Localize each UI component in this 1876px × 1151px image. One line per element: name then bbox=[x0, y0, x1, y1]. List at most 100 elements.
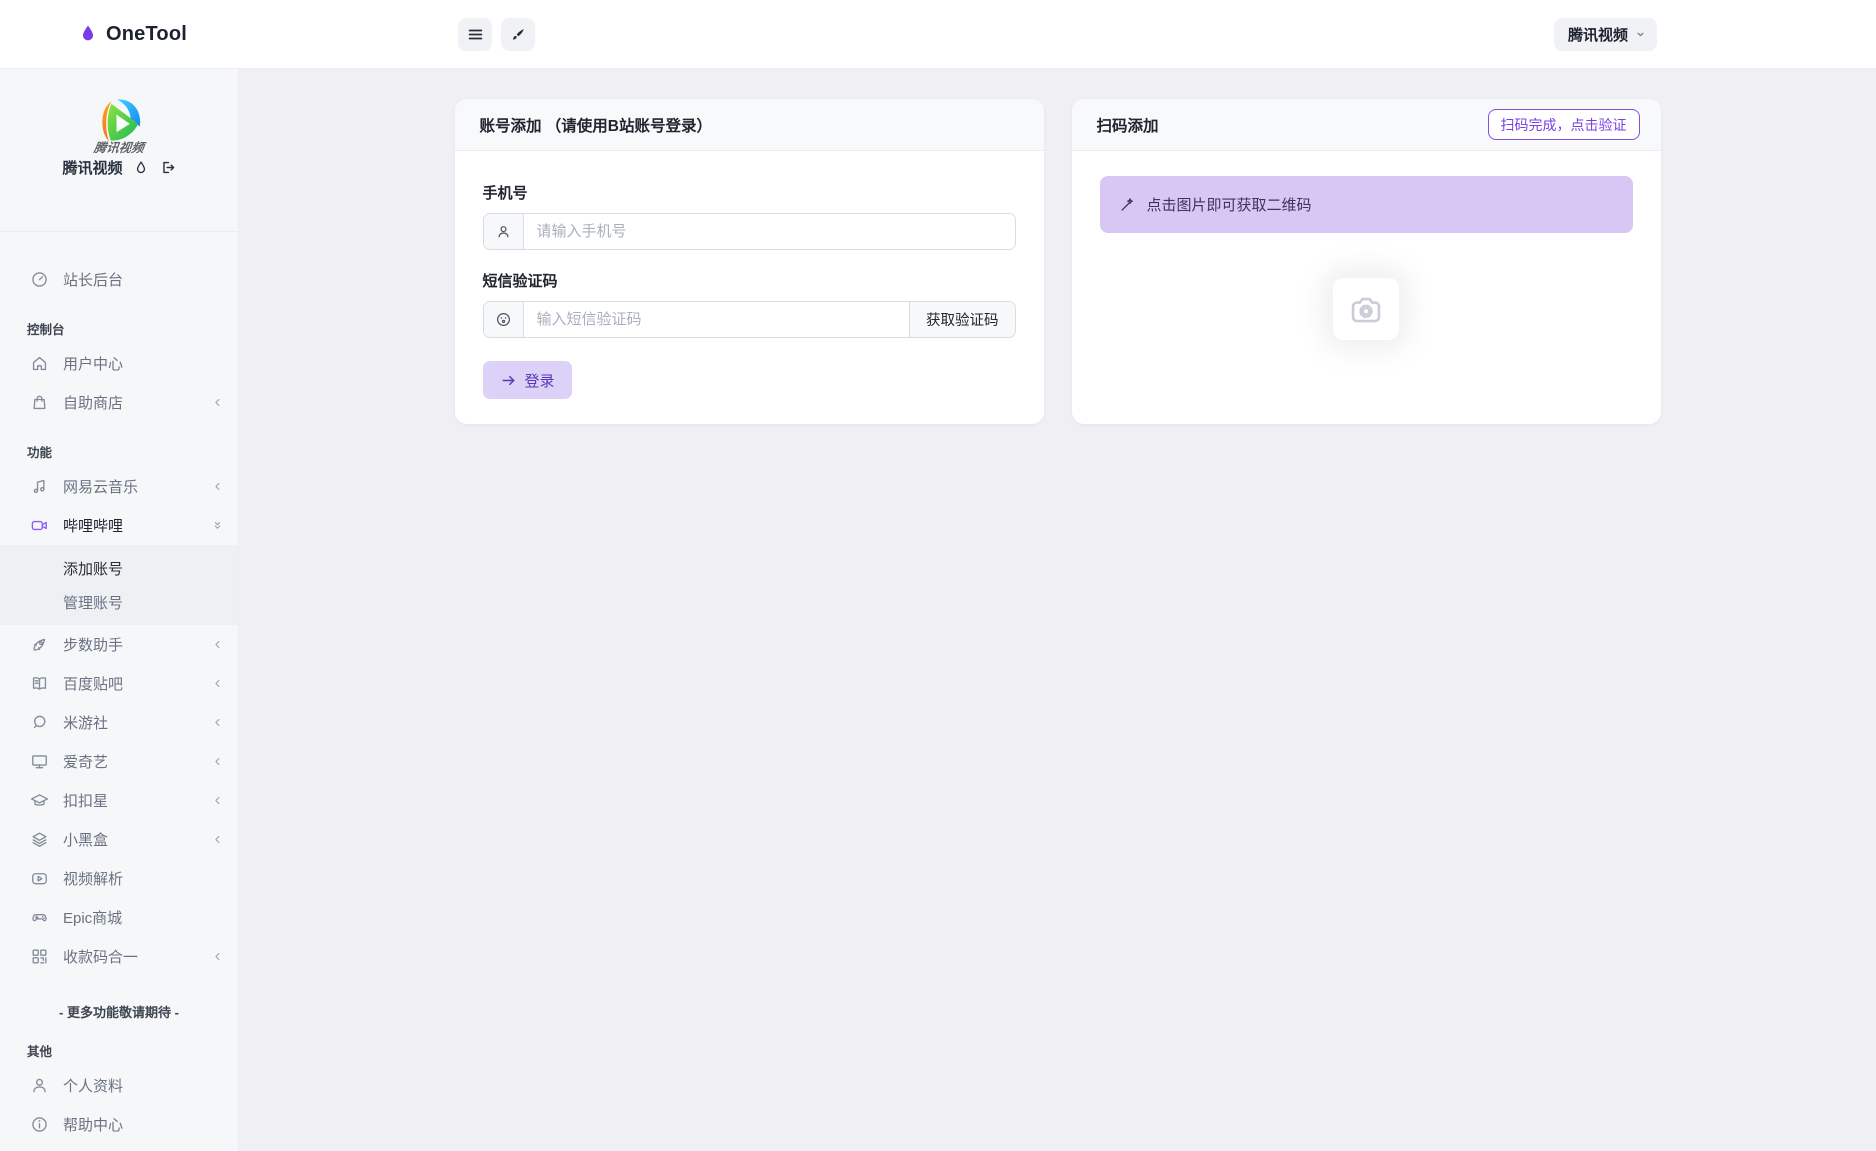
phone-input-group bbox=[482, 213, 1016, 250]
music-icon bbox=[30, 477, 49, 496]
account-add-title: 账号添加 （请使用B站账号登录） bbox=[479, 117, 713, 135]
qr-add-card: 扫码添加 扫码完成，点击验证 点击图片即可获取二维码 bbox=[1071, 99, 1661, 424]
sms-code-input-group: 获取验证码 bbox=[482, 301, 1016, 338]
qr-add-title: 扫码添加 bbox=[1096, 117, 1159, 135]
magic-wand-icon bbox=[1118, 196, 1136, 214]
qr-add-card-header: 扫码添加 扫码完成，点击验证 bbox=[1071, 99, 1661, 151]
camera-icon bbox=[1345, 288, 1387, 330]
bilibili-submenu: 添加账号 管理账号 bbox=[0, 545, 238, 625]
chevron-down-icon bbox=[1633, 27, 1648, 42]
phone-input-addon bbox=[483, 214, 524, 249]
arrow-right-icon bbox=[500, 372, 517, 389]
controller-icon bbox=[30, 908, 49, 927]
hamburger-menu-icon bbox=[466, 25, 485, 44]
display-icon bbox=[30, 752, 49, 771]
account-add-card-header: 账号添加 （请使用B站账号登录） bbox=[454, 99, 1044, 151]
sidebar-item-video-parse[interactable]: 视频解析 bbox=[0, 859, 238, 898]
sidebar-menu: 站长后台 控制台 用户中心 自助商店 功能 网易云音乐 哔哩哔哩 添加账号 管理… bbox=[0, 232, 238, 1144]
main-content: 账号添加 （请使用B站账号登录） 手机号 短信验证码 获取验证码 登录 bbox=[239, 69, 1876, 1151]
tencent-video-logo: 腾讯视频 bbox=[87, 93, 151, 155]
sidebar-toggle-button[interactable] bbox=[458, 18, 492, 51]
sidebar-item-steps-helper[interactable]: 步数助手 bbox=[0, 625, 238, 664]
person-bust-icon bbox=[495, 223, 512, 240]
droplet-icon bbox=[78, 24, 98, 44]
sidebar-section-features: 功能 bbox=[27, 446, 53, 460]
phone-label: 手机号 bbox=[482, 185, 528, 202]
account-add-card: 账号添加 （请使用B站账号登录） 手机号 短信验证码 获取验证码 登录 bbox=[454, 99, 1044, 424]
platform-logo-block: 腾讯视频 腾讯视频 bbox=[0, 93, 238, 232]
platform-row: 腾讯视频 bbox=[0, 157, 238, 178]
chevron-left-icon bbox=[211, 716, 224, 729]
sidebar-item-admin-backend[interactable]: 站长后台 bbox=[0, 260, 238, 299]
layers-icon bbox=[30, 830, 49, 849]
sms-code-input[interactable] bbox=[523, 302, 909, 337]
sidebar-item-payment-qr-merge[interactable]: 收款码合一 bbox=[0, 937, 238, 976]
login-button-label: 登录 bbox=[524, 372, 555, 390]
chevron-left-icon bbox=[211, 677, 224, 690]
video-camera-icon bbox=[30, 516, 49, 535]
book-icon bbox=[30, 674, 49, 693]
sidebar-item-help-center[interactable]: 帮助中心 bbox=[0, 1105, 238, 1144]
bag-icon bbox=[30, 393, 49, 412]
chevron-left-icon bbox=[211, 833, 224, 846]
tencent-video-logo-icon bbox=[102, 99, 141, 142]
sidebar-item-koukouxing[interactable]: 扣扣星 bbox=[0, 781, 238, 820]
globe-icon bbox=[30, 713, 49, 732]
sidebar-item-profile[interactable]: 个人资料 bbox=[0, 1066, 238, 1105]
sidebar-section-console: 控制台 bbox=[27, 323, 65, 337]
sidebar-item-miyoushe[interactable]: 米游社 bbox=[0, 703, 238, 742]
home-icon bbox=[30, 354, 49, 373]
scan-done-verify-button[interactable]: 扫码完成，点击验证 bbox=[1487, 109, 1640, 140]
platform-dropdown[interactable]: 腾讯视频 bbox=[1553, 18, 1657, 51]
top-bar: OneTool 腾讯视频 bbox=[0, 0, 1876, 69]
submenu-item-manage-account[interactable]: 管理账号 bbox=[63, 594, 124, 612]
sidebar-item-iqiyi[interactable]: 爱奇艺 bbox=[0, 742, 238, 781]
sidebar-item-user-center[interactable]: 用户中心 bbox=[0, 344, 238, 383]
get-code-button[interactable]: 获取验证码 bbox=[909, 302, 1015, 337]
account-add-card-body: 手机号 短信验证码 获取验证码 登录 bbox=[455, 151, 1044, 424]
brand: OneTool bbox=[78, 0, 187, 68]
sms-code-label: 短信验证码 bbox=[482, 273, 558, 290]
video-play-icon bbox=[30, 869, 49, 888]
person-icon bbox=[30, 1076, 49, 1095]
brand-name: OneTool bbox=[106, 22, 188, 45]
qr-hint-alert: 点击图片即可获取二维码 bbox=[1099, 176, 1633, 233]
platform-dropdown-label: 腾讯视频 bbox=[1567, 27, 1628, 44]
droplet-icon[interactable] bbox=[133, 160, 149, 176]
more-features-note: - 更多功能敬请期待 - bbox=[59, 1005, 179, 1020]
submenu-item-add-account[interactable]: 添加账号 bbox=[63, 560, 124, 578]
platform-name: 腾讯视频 bbox=[62, 160, 123, 177]
rocket-icon bbox=[30, 635, 49, 654]
smiley-icon bbox=[495, 311, 512, 328]
sidebar: 腾讯视频 腾讯视频 站长后台 控制台 用户中心 自助商店 功能 网易云音乐 bbox=[0, 69, 239, 1151]
sidebar-item-epic-store[interactable]: Epic商城 bbox=[0, 898, 238, 937]
header-toolbar bbox=[458, 18, 535, 51]
info-icon bbox=[30, 1115, 49, 1134]
qr-image-placeholder[interactable] bbox=[1333, 278, 1399, 340]
qr-add-card-body: 点击图片即可获取二维码 bbox=[1072, 151, 1661, 365]
chevron-left-icon bbox=[211, 755, 224, 768]
logout-icon[interactable] bbox=[159, 159, 176, 176]
double-chevron-down-icon bbox=[211, 519, 224, 532]
chevron-left-icon bbox=[211, 480, 224, 493]
sidebar-item-xiaoheihe[interactable]: 小黑盒 bbox=[0, 820, 238, 859]
gauge-icon bbox=[30, 270, 49, 289]
chevron-left-icon bbox=[211, 396, 224, 409]
brush-icon bbox=[509, 26, 527, 44]
logo-watermark: 腾讯视频 bbox=[92, 141, 145, 155]
sidebar-item-baidu-tieba[interactable]: 百度贴吧 bbox=[0, 664, 238, 703]
sidebar-item-bilibili[interactable]: 哔哩哔哩 bbox=[0, 506, 238, 545]
mortarboard-icon bbox=[30, 791, 49, 810]
qr-code-icon bbox=[30, 947, 49, 966]
qr-hint-text: 点击图片即可获取二维码 bbox=[1146, 197, 1312, 214]
login-button[interactable]: 登录 bbox=[482, 361, 572, 399]
sms-input-addon bbox=[483, 302, 524, 337]
sidebar-item-self-store[interactable]: 自助商店 bbox=[0, 383, 238, 422]
chevron-left-icon bbox=[211, 794, 224, 807]
chevron-left-icon bbox=[211, 950, 224, 963]
sidebar-section-other: 其他 bbox=[27, 1045, 53, 1059]
sidebar-item-netease-music[interactable]: 网易云音乐 bbox=[0, 467, 238, 506]
chevron-left-icon bbox=[211, 638, 224, 651]
phone-input[interactable] bbox=[523, 214, 1015, 249]
theme-button[interactable] bbox=[501, 18, 535, 51]
